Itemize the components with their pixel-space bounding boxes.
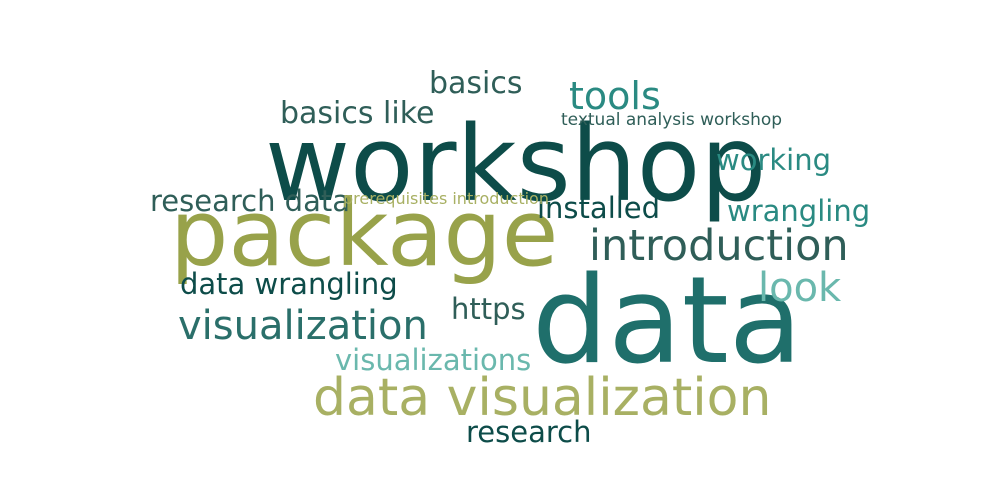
- word-data-visualization: data visualization: [313, 368, 772, 428]
- word-data: data: [532, 252, 803, 391]
- word-data-wrangling: data wrangling: [180, 267, 398, 301]
- word-installed: installed: [537, 191, 661, 225]
- word-wrangling: wrangling: [727, 194, 871, 228]
- word-textual-analysis-workshop: textual analysis workshop: [561, 110, 783, 130]
- word-visualizations: visualizations: [335, 343, 532, 377]
- word-visualization: visualization: [178, 303, 428, 349]
- word-research-data: research data: [150, 184, 350, 218]
- word-introduction: introduction: [589, 221, 849, 271]
- word-look: look: [758, 265, 842, 311]
- word-working: working: [716, 143, 832, 177]
- word-package: package: [170, 180, 559, 287]
- word-research: research: [466, 415, 592, 449]
- word-basics: basics: [429, 66, 523, 101]
- word-tools: tools: [569, 74, 661, 118]
- word-https: https: [451, 292, 526, 326]
- word-basics-like: basics like: [280, 96, 435, 131]
- word-prerequisites-introduction: prerequisites introduction: [343, 189, 549, 208]
- word-workshop: workshop: [265, 103, 767, 225]
